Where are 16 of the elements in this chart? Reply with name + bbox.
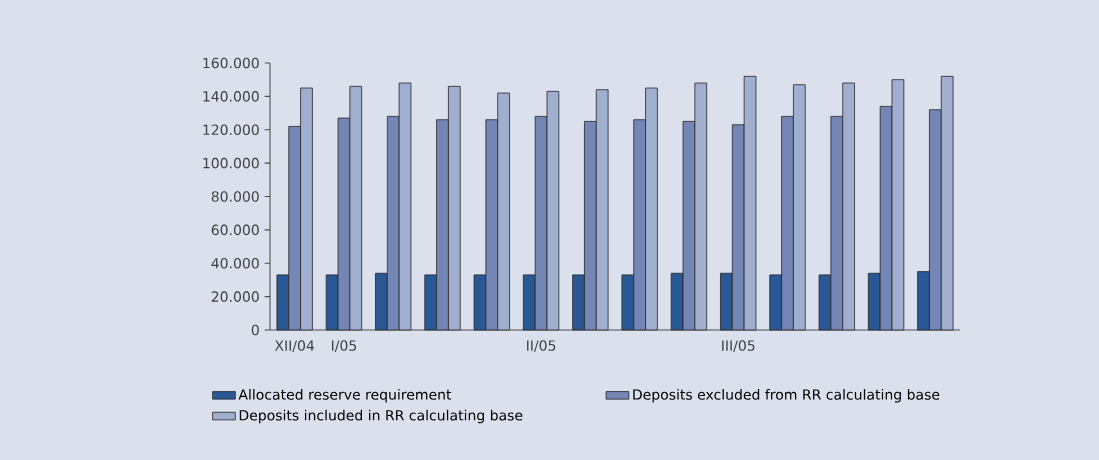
x-tick-label: II/05 <box>527 340 556 352</box>
y-tick-label: 80.000 <box>211 191 259 202</box>
y-tick-label: 60.000 <box>211 224 259 236</box>
y-tick-label: 100.000 <box>203 157 259 169</box>
legend-label: Deposits excluded from RR calculating base <box>633 389 940 403</box>
y-tick-label: 120.000 <box>203 124 259 136</box>
x-tick-label: XII/04 <box>274 340 315 352</box>
y-tick-label: 0 <box>251 324 259 336</box>
x-tick-label: I/05 <box>331 340 357 352</box>
y-tick-label: 160.000 <box>203 57 259 69</box>
legend-label: Allocated reserve requirement <box>238 389 452 403</box>
y-tick-label: 40.000 <box>211 257 259 269</box>
y-tick-label: 20.000 <box>211 291 259 302</box>
y-tick-label: 140.000 <box>203 91 259 102</box>
x-tick-label: III/05 <box>722 340 755 352</box>
legend-label: Deposits included in RR calculating base <box>239 409 523 424</box>
